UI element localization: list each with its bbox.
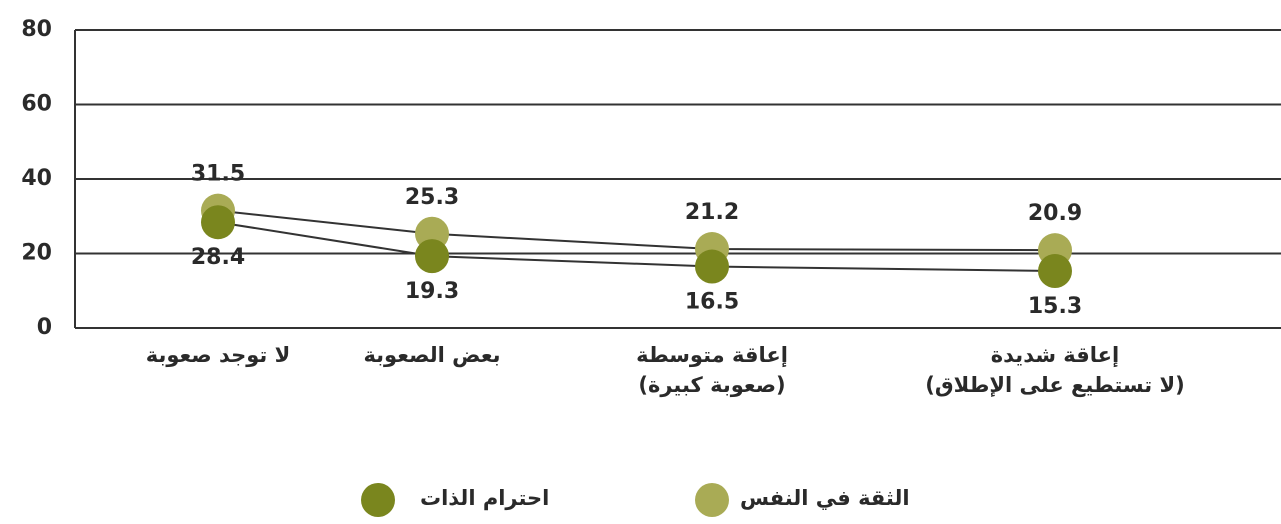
data-label: 21.2 xyxy=(685,200,739,225)
data-label: 20.9 xyxy=(1028,201,1082,226)
x-tick-label: لا توجد صعوبة xyxy=(145,343,291,367)
data-label: 15.3 xyxy=(1028,294,1082,319)
x-tick-label: إعاقة متوسطة (صعوبة كبيرة) xyxy=(636,343,788,397)
data-label: 19.3 xyxy=(405,279,459,304)
y-tick-label: 80 xyxy=(21,17,52,42)
y-tick-label: 60 xyxy=(21,92,52,117)
series-line xyxy=(217,221,1056,273)
legend-label: احترام الذات xyxy=(420,486,550,510)
y-tick-label: 40 xyxy=(21,166,52,191)
data-label: 25.3 xyxy=(405,185,459,210)
point xyxy=(1038,254,1072,289)
y-tick-label: 0 xyxy=(37,315,52,340)
y-tick-label: 20 xyxy=(21,241,52,266)
legend-swatch xyxy=(695,483,729,517)
data-label: 31.5 xyxy=(191,162,245,187)
point xyxy=(415,239,449,274)
point xyxy=(695,249,729,284)
point xyxy=(201,205,235,240)
legend-swatch xyxy=(361,483,395,517)
legend-label: الثقة في النفس xyxy=(740,486,910,510)
data-label: 16.5 xyxy=(685,290,739,315)
x-tick-label: إعاقة شديدة (لا تستطيع على الإطلاق) xyxy=(925,343,1185,397)
x-tick-label: بعض الصعوبة xyxy=(363,343,501,367)
data-label: 28.4 xyxy=(191,245,245,270)
series-line xyxy=(217,209,1056,252)
